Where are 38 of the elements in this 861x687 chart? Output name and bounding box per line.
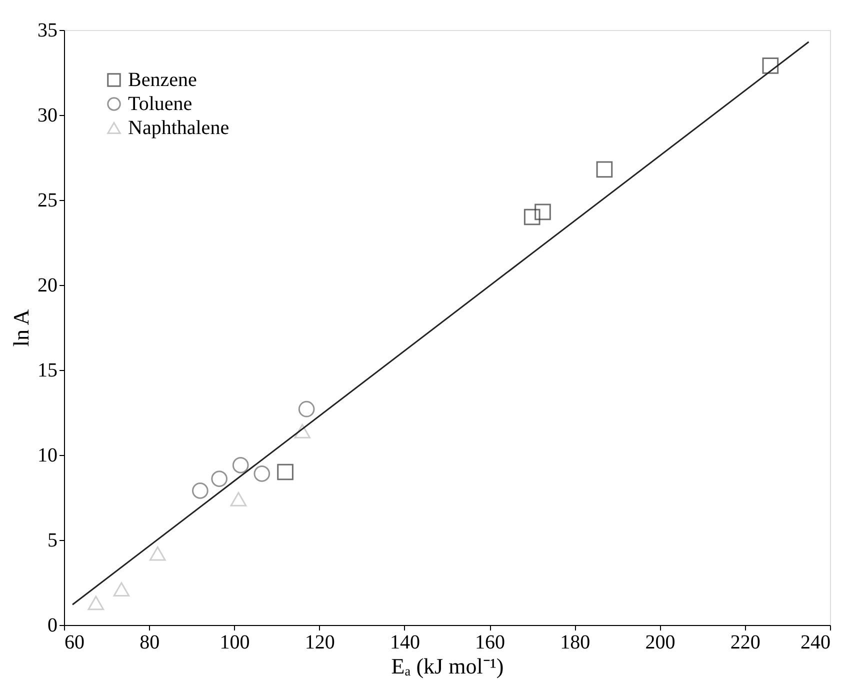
y-tick-label: 20 xyxy=(38,274,58,296)
point xyxy=(211,470,228,487)
x-tick-label: 100 xyxy=(220,632,250,654)
x-tick-label: 220 xyxy=(730,632,760,654)
x-axis-title: Eₐ (kJ mol⁻¹) xyxy=(391,654,504,678)
point xyxy=(113,582,130,596)
x-tick-label: 200 xyxy=(645,632,676,654)
point xyxy=(192,482,208,499)
point xyxy=(762,58,779,74)
y-tick-label: 15 xyxy=(38,360,58,382)
x-tick-label: 180 xyxy=(560,632,590,654)
point xyxy=(294,424,310,438)
y-tick-label: 35 xyxy=(38,20,58,42)
y-tick-label: 30 xyxy=(38,104,58,126)
y-tick-label: 25 xyxy=(38,190,58,212)
y-tick-label: 0 xyxy=(48,614,58,636)
legend-label: Toluene xyxy=(128,93,192,115)
y-axis-title: ln A xyxy=(8,309,34,347)
point xyxy=(277,464,294,480)
x-tick-label: 160 xyxy=(475,632,506,654)
legend-label: Benzene xyxy=(128,69,197,91)
y-tick-label: 10 xyxy=(38,444,58,466)
point xyxy=(524,208,540,226)
x-tick-label: 140 xyxy=(390,632,420,654)
point xyxy=(88,596,104,610)
point xyxy=(596,161,613,178)
point xyxy=(149,546,166,561)
point xyxy=(254,466,270,482)
x-tick-label: 80 xyxy=(140,632,160,654)
x-tick-label: 120 xyxy=(304,632,335,654)
x-tick-label: 60 xyxy=(64,632,84,654)
y-tick-label: 5 xyxy=(48,530,58,552)
point xyxy=(298,400,315,418)
point xyxy=(232,457,249,474)
point xyxy=(230,492,247,506)
legend-label: Naphthalene xyxy=(128,117,230,139)
point xyxy=(534,204,551,220)
x-tick-label: 240 xyxy=(800,632,830,654)
